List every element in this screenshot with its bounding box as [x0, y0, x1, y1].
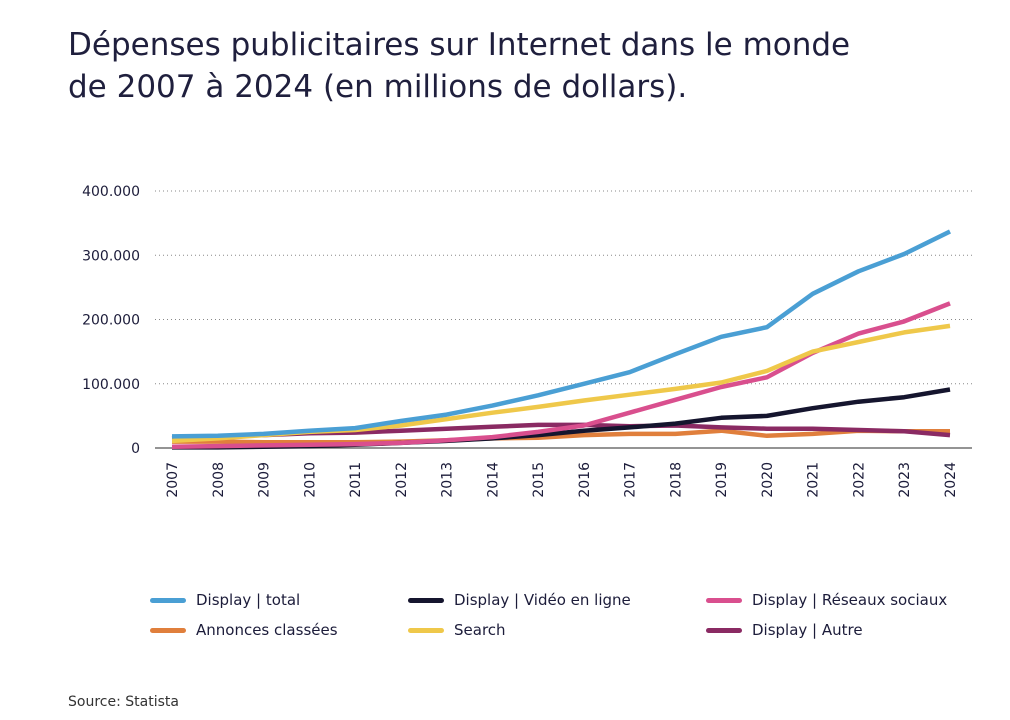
x-tick-label: 2007 — [165, 462, 181, 498]
series-line-display-vid-o-en-ligne — [172, 387, 951, 450]
series-line-display-total — [171, 229, 951, 439]
x-tick-label: 2020 — [760, 462, 776, 498]
x-tick-label: 2021 — [806, 462, 822, 498]
chart-title: Dépenses publicitaires sur Internet dans… — [68, 27, 851, 105]
x-tick-label: 2018 — [668, 462, 684, 498]
legend-item: Display | Autre — [706, 620, 986, 640]
x-tick-label: 2010 — [302, 462, 318, 498]
x-tick-label: 2016 — [577, 462, 593, 498]
x-tick-label: 2011 — [348, 462, 364, 498]
line-chart: 0 100.000 200.000 300.000 400.000 2007 2008 200… — [82, 184, 972, 498]
y-tick-label: 0 — [131, 441, 140, 457]
legend-swatch — [706, 627, 742, 633]
legend: Display | total Display | Vidéo en ligne D… — [150, 590, 990, 640]
legend-item: Display | Réseaux sociaux — [706, 590, 986, 610]
legend-swatch — [706, 597, 742, 603]
legend-label: Display | total — [196, 591, 301, 609]
legend-swatch — [408, 597, 444, 603]
x-tick-label: 2015 — [531, 462, 547, 498]
x-tick-label: 2012 — [394, 462, 410, 498]
y-tick-label: 300.000 — [82, 248, 140, 264]
x-tick-label: 2017 — [623, 462, 639, 498]
legend-label: Display | Vidéo en ligne — [454, 591, 631, 609]
legend-swatch — [150, 627, 186, 633]
legend-swatch — [408, 627, 444, 633]
legend-item: Search — [408, 620, 706, 640]
x-tick-label: 2013 — [440, 462, 456, 498]
legend-item: Display | total — [150, 590, 408, 610]
x-tick-label: 2008 — [211, 462, 227, 498]
x-tick-label: 2009 — [257, 462, 273, 498]
x-tick-label: 2024 — [943, 462, 959, 498]
legend-item: Display | Vidéo en ligne — [408, 590, 706, 610]
x-tick-label: 2023 — [897, 462, 913, 498]
legend-item: Annonces classées — [150, 620, 408, 640]
legend-label: Search — [454, 621, 506, 639]
x-tick-label: 2014 — [485, 462, 501, 498]
y-tick-label: 400.000 — [82, 184, 140, 200]
x-tick-label: 2019 — [714, 462, 730, 498]
legend-label: Display | Réseaux sociaux — [752, 591, 948, 609]
legend-label: Display | Autre — [752, 621, 863, 639]
legend-label: Annonces classées — [196, 621, 338, 639]
series-line-annonces-class-es — [172, 428, 950, 445]
y-tick-label: 100.000 — [82, 377, 140, 393]
y-tick-label: 200.000 — [82, 313, 140, 329]
x-tick-label: 2022 — [851, 462, 867, 498]
source-note: Source: Statista — [68, 694, 179, 710]
legend-swatch — [150, 597, 186, 603]
